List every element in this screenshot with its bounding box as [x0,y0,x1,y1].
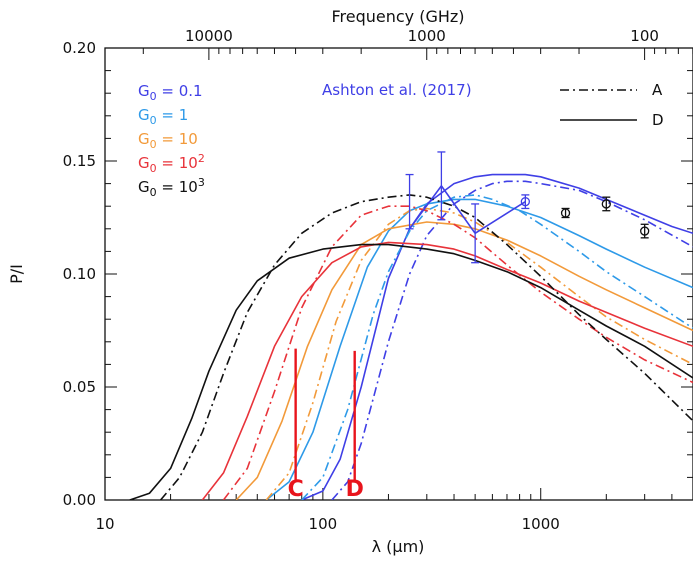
legend-entry: G0 = 1 [138,106,188,127]
error-bars-layer [406,152,649,263]
y-tick-label: 0.20 [63,39,96,57]
model-curve-d [236,222,693,500]
red-marker-label: D [346,477,364,502]
x-tick-label: 100 [309,515,338,533]
model-curve-a [266,209,693,501]
legend-entry: G0 = 103 [138,176,205,199]
series-layer [130,175,693,500]
model-curve-a [302,195,693,500]
ashton-data-line [410,186,526,233]
top-axis-title: Frequency (GHz) [331,7,464,26]
y-tick-label: 0.00 [63,491,96,509]
model-curve-d [266,199,693,500]
model-curve-d [130,245,693,500]
axis-ticks: 10 100 1000 10000 1000 100 0.00 0.05 0.10 0.15 0.2… [63,27,693,533]
y-axis-title: P/I [7,264,26,284]
legend-entry: G0 = 0.1 [138,82,203,103]
plot-frame [105,48,693,500]
top-tick-label: 10000 [185,27,233,45]
y-tick-label: 0.15 [63,152,96,170]
reference-annotation: Ashton et al. (2017) [322,81,472,99]
top-tick-label: 100 [630,27,659,45]
y-tick-label: 0.05 [63,378,96,396]
y-tick-label: 0.10 [63,265,96,283]
model-curve-a [161,195,693,500]
legend-line-label: D [652,111,664,129]
red-marker-label: C [288,477,304,502]
legend-entry: G0 = 10 [138,130,198,151]
legend-line-label: A [652,81,663,99]
model-curve-d [302,175,693,500]
legend-entry: G0 = 102 [138,152,205,175]
top-tick-label: 1000 [408,27,446,45]
x-axis-title: λ (μm) [372,537,425,556]
x-tick-label: 1000 [522,515,560,533]
x-tick-label: 10 [95,515,114,533]
model-curve-a [332,181,693,500]
